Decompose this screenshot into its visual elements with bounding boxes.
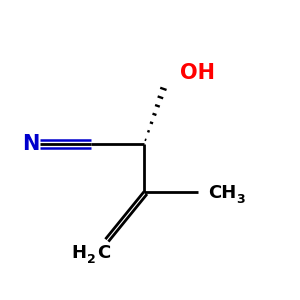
Text: H: H xyxy=(71,244,86,262)
Text: 3: 3 xyxy=(236,193,245,206)
Text: CH: CH xyxy=(208,184,236,202)
Text: C: C xyxy=(98,244,111,262)
Text: N: N xyxy=(22,134,40,154)
Text: OH: OH xyxy=(180,63,215,83)
Text: 2: 2 xyxy=(87,253,96,266)
